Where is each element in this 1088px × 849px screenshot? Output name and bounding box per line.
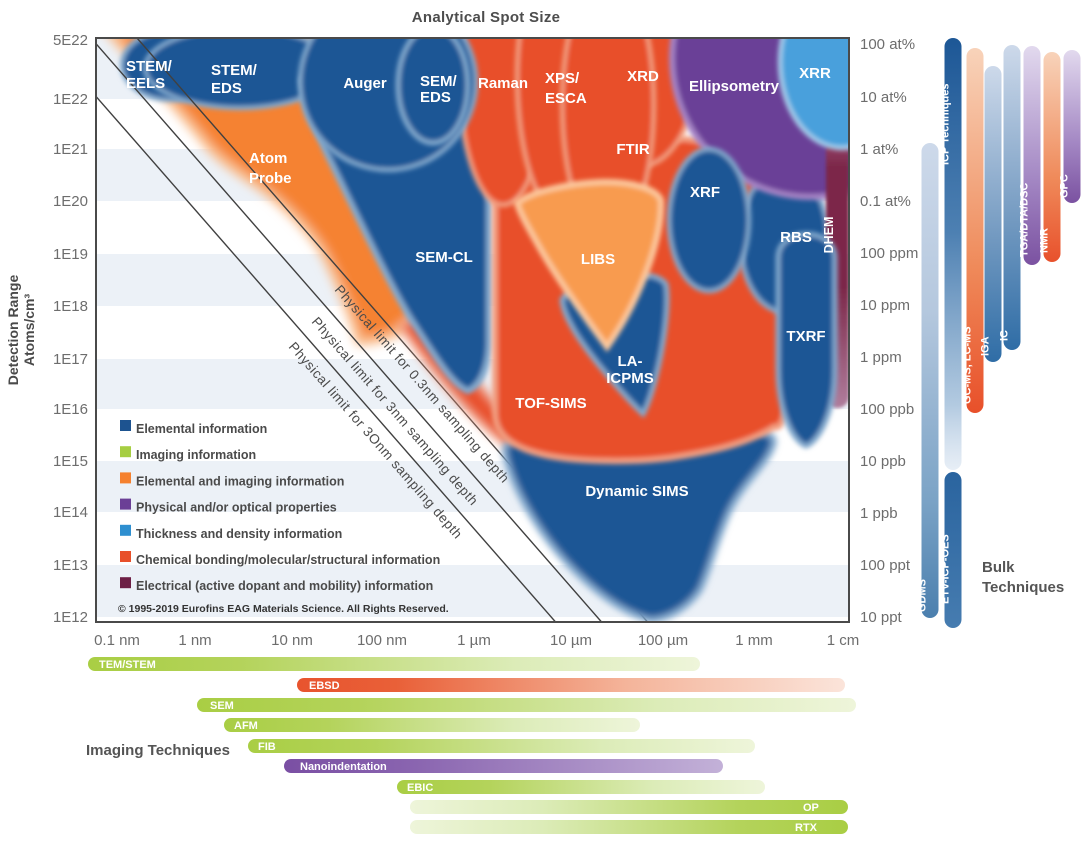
- svg-text:0.1 nm: 0.1 nm: [94, 632, 140, 649]
- svg-text:XRD: XRD: [627, 68, 659, 85]
- svg-text:Analytical Spot Size: Analytical Spot Size: [412, 9, 561, 26]
- svg-text:1 cm: 1 cm: [827, 632, 860, 649]
- svg-text:Thickness and density informat: Thickness and density information: [136, 527, 342, 541]
- svg-text:SEM-CL: SEM-CL: [415, 249, 473, 266]
- svg-text:FIB: FIB: [258, 741, 276, 753]
- svg-text:STEM/: STEM/: [211, 62, 258, 79]
- svg-text:GC-MS, LC-MS: GC-MS, LC-MS: [962, 326, 974, 404]
- svg-text:Elemental and imaging informat: Elemental and imaging information: [136, 474, 344, 488]
- svg-text:IGA: IGA: [980, 336, 992, 356]
- svg-text:EBIC: EBIC: [407, 782, 433, 794]
- svg-text:1 µm: 1 µm: [457, 632, 491, 649]
- svg-text:SEM: SEM: [210, 700, 234, 712]
- svg-text:OP: OP: [803, 802, 819, 814]
- svg-text:Dynamic SIMS: Dynamic SIMS: [585, 483, 688, 500]
- svg-text:NMR: NMR: [1039, 228, 1051, 253]
- svg-text:100 at%: 100 at%: [860, 36, 915, 53]
- svg-text:EELS: EELS: [126, 75, 165, 92]
- svg-text:5E22: 5E22: [53, 32, 88, 49]
- svg-text:RTX: RTX: [795, 822, 818, 834]
- svg-text:DHEM: DHEM: [822, 217, 836, 254]
- svg-text:1E15: 1E15: [53, 453, 88, 470]
- svg-text:1 mm: 1 mm: [735, 632, 773, 649]
- svg-text:10 ppt: 10 ppt: [860, 609, 903, 626]
- svg-text:TOF-SIMS: TOF-SIMS: [515, 395, 586, 412]
- svg-text:1E14: 1E14: [53, 504, 88, 521]
- svg-text:LIBS: LIBS: [581, 251, 615, 268]
- svg-text:ICP Techniques: ICP Techniques: [940, 83, 952, 165]
- svg-text:IC: IC: [999, 330, 1011, 341]
- svg-text:Imaging information: Imaging information: [136, 448, 256, 462]
- svg-text:1E17: 1E17: [53, 351, 88, 368]
- svg-text:FTIR: FTIR: [616, 141, 649, 158]
- svg-text:1E16: 1E16: [53, 401, 88, 418]
- svg-text:GDMS: GDMS: [917, 579, 929, 612]
- svg-text:1E18: 1E18: [53, 298, 88, 315]
- svg-text:1E21: 1E21: [53, 141, 88, 158]
- svg-text:100 nm: 100 nm: [357, 632, 407, 649]
- svg-text:XRF: XRF: [690, 184, 720, 201]
- svg-text:EDS: EDS: [211, 80, 242, 97]
- svg-text:LA-: LA-: [618, 353, 643, 370]
- svg-text:Techniques: Techniques: [982, 579, 1064, 596]
- svg-text:RBS: RBS: [780, 229, 812, 246]
- svg-text:100 ppt: 100 ppt: [860, 557, 911, 574]
- svg-text:ICPMS: ICPMS: [606, 370, 654, 387]
- svg-text:1 at%: 1 at%: [860, 141, 898, 158]
- svg-text:Ellipsometry: Ellipsometry: [689, 78, 780, 95]
- svg-text:10 at%: 10 at%: [860, 89, 907, 106]
- svg-text:TEM/STEM: TEM/STEM: [99, 659, 156, 671]
- svg-text:1E19: 1E19: [53, 246, 88, 263]
- svg-text:10 µm: 10 µm: [550, 632, 592, 649]
- svg-text:© 1995-2019 Eurofins EAG Mater: © 1995-2019 Eurofins EAG Materials Scien…: [118, 603, 449, 615]
- svg-text:Bulk: Bulk: [982, 559, 1015, 576]
- svg-text:AFM: AFM: [234, 720, 258, 732]
- svg-text:100 ppm: 100 ppm: [860, 245, 918, 262]
- svg-text:Atoms/cm³: Atoms/cm³: [21, 293, 37, 366]
- svg-text:1E12: 1E12: [53, 609, 88, 626]
- svg-text:TGA/DTA/DSC: TGA/DTA/DSC: [1019, 183, 1031, 257]
- svg-text:1E13: 1E13: [53, 557, 88, 574]
- svg-text:Nanoindentation: Nanoindentation: [300, 761, 387, 773]
- svg-text:Chemical bonding/molecular/str: Chemical bonding/molecular/structural in…: [136, 553, 440, 567]
- svg-text:STEM/: STEM/: [126, 58, 173, 75]
- svg-text:100 ppb: 100 ppb: [860, 401, 914, 418]
- svg-text:XRR: XRR: [799, 65, 831, 82]
- svg-text:1 ppb: 1 ppb: [860, 505, 898, 522]
- svg-text:1E20: 1E20: [53, 193, 88, 210]
- svg-text:Detection Range: Detection Range: [5, 275, 21, 386]
- svg-text:EBSD: EBSD: [309, 680, 340, 692]
- svg-text:Physical and/or optical proper: Physical and/or optical properties: [136, 501, 337, 515]
- svg-text:XPS/: XPS/: [545, 70, 580, 87]
- svg-text:SEM/: SEM/: [420, 73, 458, 90]
- svg-text:10 nm: 10 nm: [271, 632, 313, 649]
- svg-text:Raman: Raman: [478, 75, 528, 92]
- svg-text:ESCA: ESCA: [545, 90, 587, 107]
- svg-text:Elemental information: Elemental information: [136, 422, 267, 436]
- svg-text:10 ppb: 10 ppb: [860, 453, 906, 470]
- svg-text:GPC: GPC: [1059, 174, 1071, 198]
- svg-text:10 ppm: 10 ppm: [860, 297, 910, 314]
- svg-text:0.1 at%: 0.1 at%: [860, 193, 911, 210]
- svg-text:1 nm: 1 nm: [178, 632, 211, 649]
- svg-text:Electrical (active dopant and: Electrical (active dopant and mobility) …: [136, 579, 433, 593]
- svg-text:1 ppm: 1 ppm: [860, 349, 902, 366]
- svg-text:Atom: Atom: [249, 150, 287, 167]
- svg-text:1E22: 1E22: [53, 91, 88, 108]
- svg-text:Auger: Auger: [343, 75, 387, 92]
- svg-text:100 µm: 100 µm: [638, 632, 688, 649]
- svg-text:Imaging Techniques: Imaging Techniques: [86, 742, 230, 759]
- svg-text:Probe: Probe: [249, 170, 292, 187]
- svg-text:TXRF: TXRF: [786, 328, 825, 345]
- svg-text:EDS: EDS: [420, 89, 451, 106]
- svg-text:ETV-ICP-OES: ETV-ICP-OES: [940, 534, 952, 604]
